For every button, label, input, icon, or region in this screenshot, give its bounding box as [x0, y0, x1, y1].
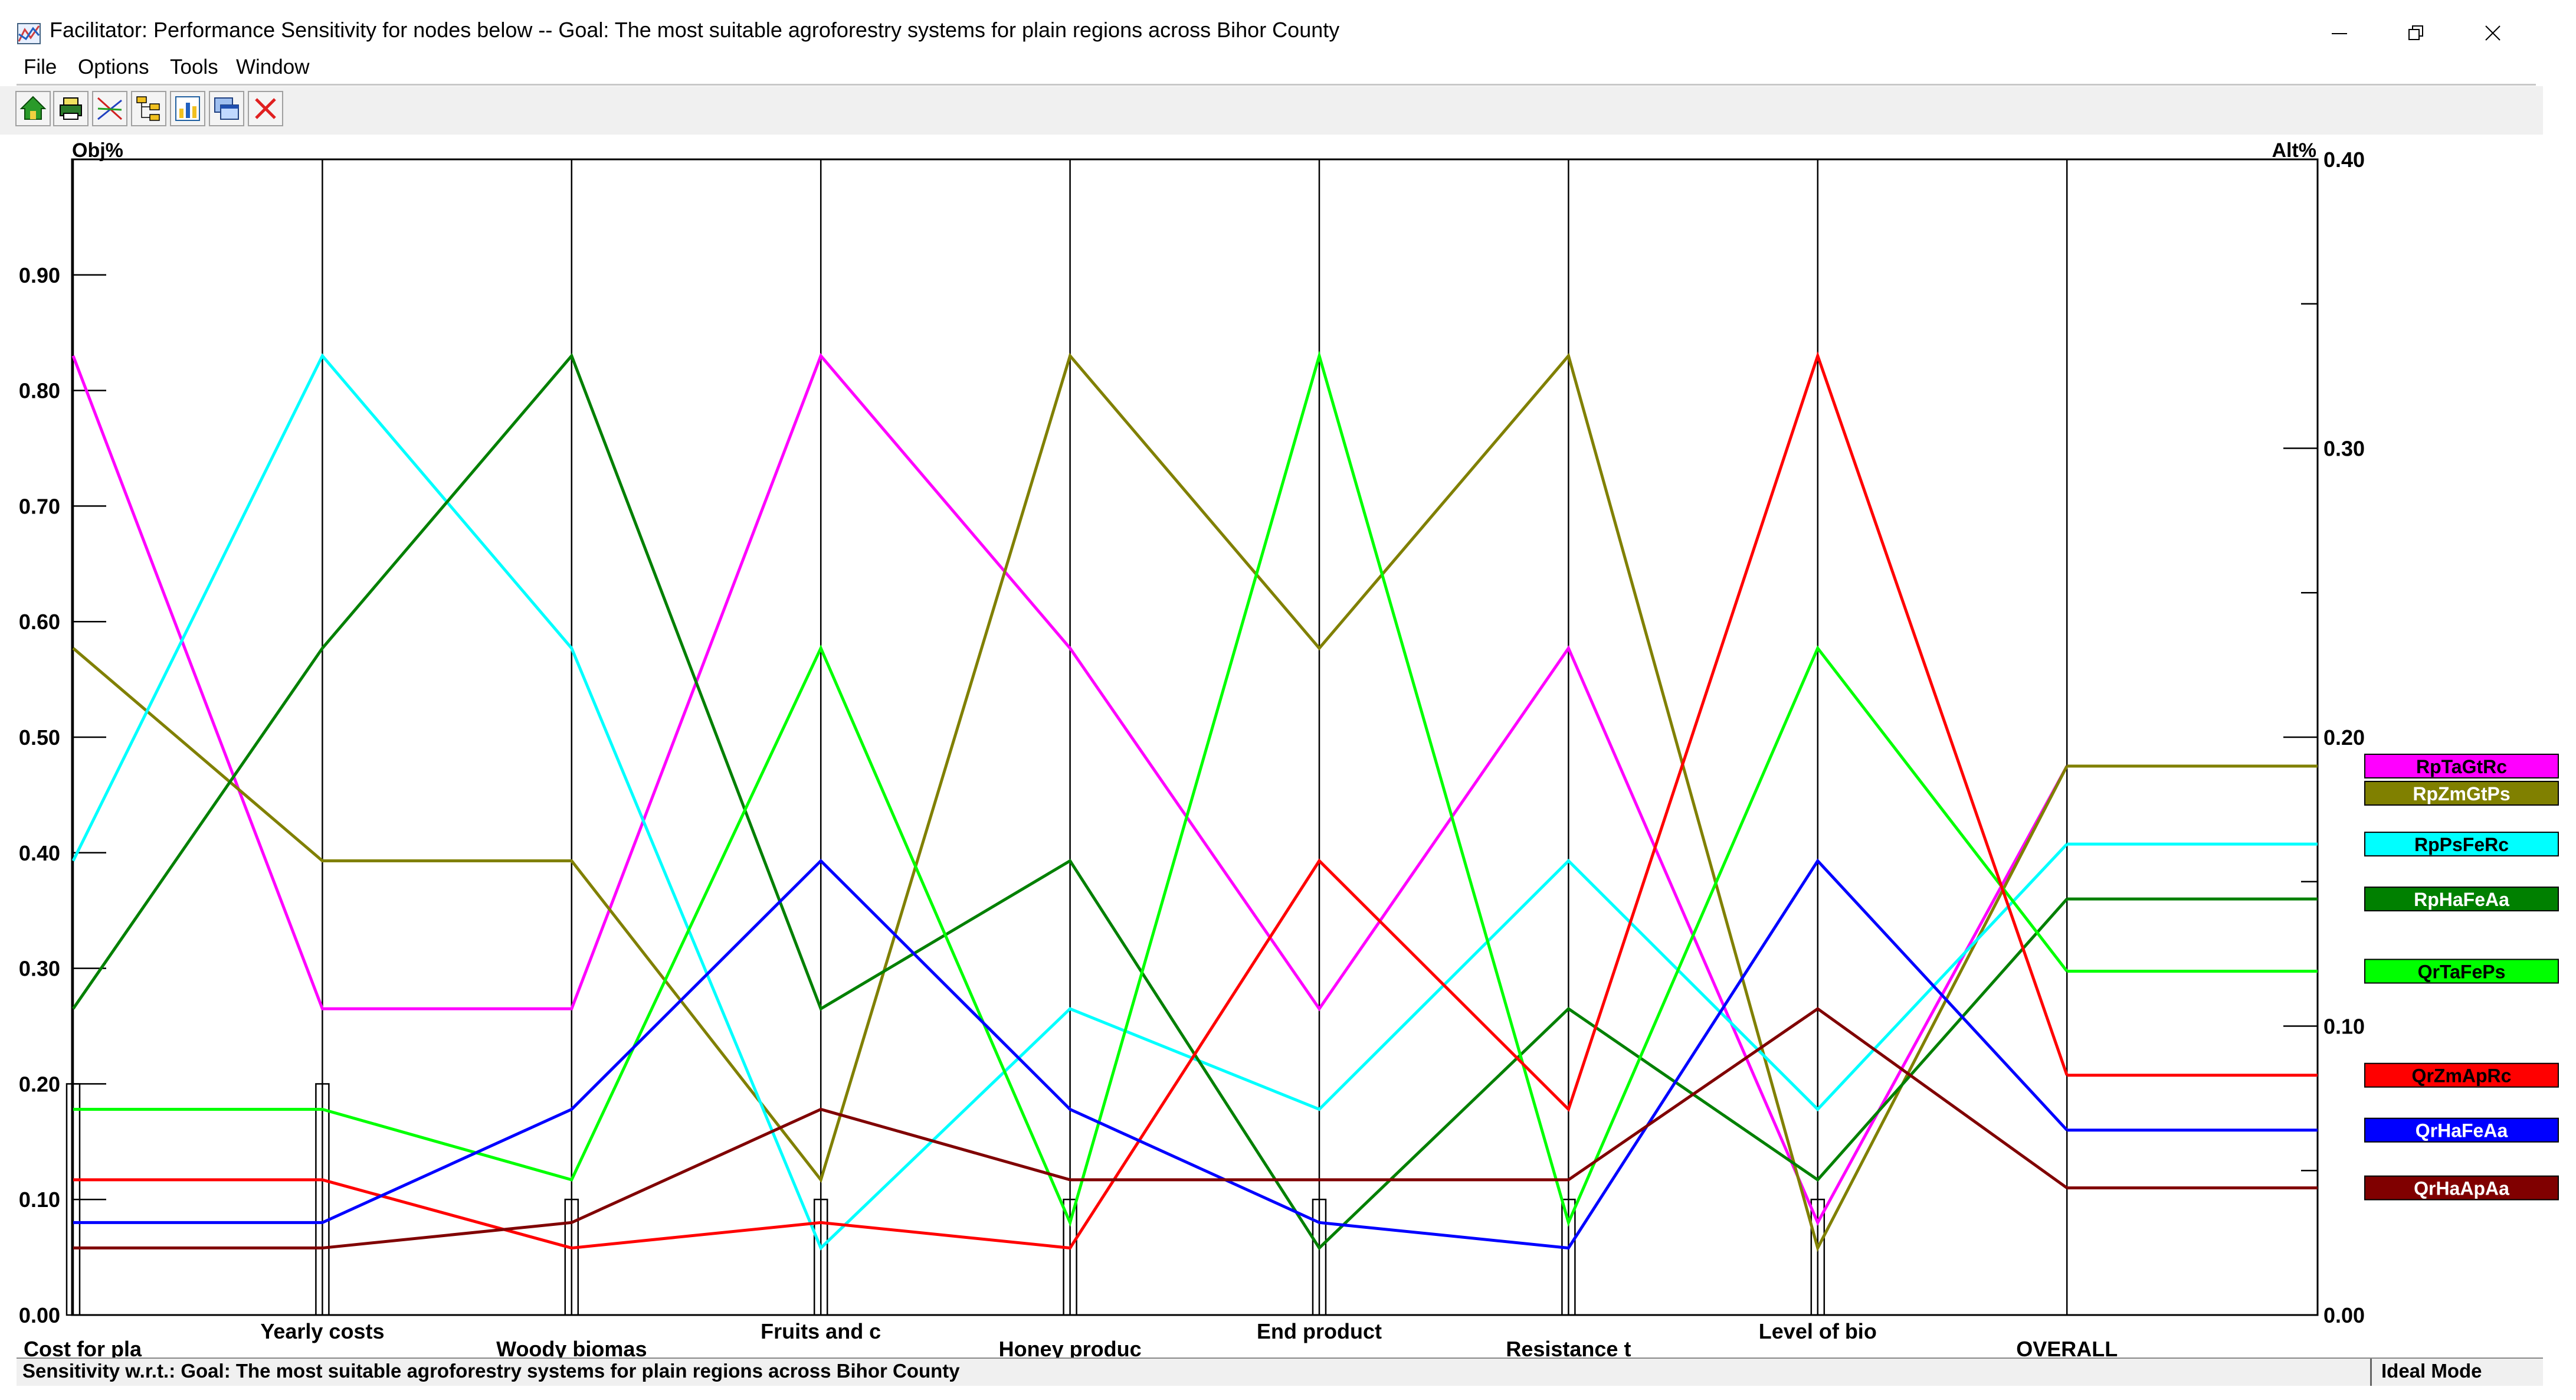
series-line — [71, 353, 2069, 1226]
left-tick-label: 0.20 — [19, 1072, 60, 1096]
series-line — [73, 351, 2069, 1250]
app-icon — [17, 23, 41, 44]
criterion-priority-bar — [315, 1083, 330, 1316]
legend-swatch — [2364, 753, 2559, 778]
series-line — [71, 353, 2069, 1251]
window-title: Facilitator: Performance Sensitivity for… — [50, 18, 1340, 42]
left-tick-label: 0.60 — [19, 610, 60, 634]
criterion-label: Cost for pla — [24, 1337, 142, 1358]
left-tick-label: 0.00 — [19, 1303, 60, 1327]
legend-swatch — [2364, 1175, 2559, 1201]
close-window-button[interactable] — [248, 91, 283, 126]
print-button[interactable] — [53, 91, 89, 126]
status-bar: Sensitivity w.r.t.: Goal: The most suita… — [17, 1358, 2543, 1386]
close-button[interactable] — [2466, 13, 2519, 53]
legend-label: RpTaGtRc — [2416, 756, 2507, 777]
legend-swatch — [2364, 959, 2559, 984]
menu-options[interactable]: Options — [78, 55, 149, 78]
restore-button[interactable] — [2390, 13, 2443, 53]
criterion-label: Woody biomas — [496, 1337, 647, 1358]
menu-bar: File Options Tools Window — [0, 51, 2543, 85]
legend-swatch — [2364, 887, 2559, 912]
legend-swatch — [2364, 780, 2559, 806]
chart-labels: 0.00 0.10 0.20 0.30 0.40 0.50 0.60 0.70 0.80 0.90… — [19, 139, 2365, 1358]
legend-label: RpPsFeRc — [2414, 834, 2509, 855]
menu-separator — [17, 84, 2536, 86]
mode-label: Ideal Mode — [2381, 1360, 2482, 1382]
left-tick-label: 0.90 — [19, 263, 60, 287]
status-mode: Ideal Mode — [2370, 1359, 2543, 1386]
chart-grid — [71, 158, 2319, 1316]
legend-label: QrHaFeAa — [2416, 1120, 2508, 1141]
legend-label: RpZmGtPs — [2413, 783, 2510, 804]
close-x-icon — [255, 98, 276, 119]
left-axis-title: Obj% — [72, 139, 123, 162]
chart-button[interactable] — [170, 91, 205, 126]
tree-icon — [136, 96, 160, 121]
series-line — [73, 1007, 2068, 1249]
criterion-priority-bar — [1063, 1198, 1077, 1316]
legend: RpTaGtRc RpZmGtPs RpPsFeRc RpHaFeAa QrTaFePs… — [2364, 753, 2559, 1201]
criterion-label: Resistance t — [1506, 1337, 1631, 1358]
sensitivity-button[interactable] — [92, 91, 127, 126]
tree-button[interactable] — [131, 91, 166, 126]
criterion-label: Fruits and c — [761, 1319, 881, 1343]
series-line — [73, 350, 2069, 1227]
legend-label: QrHaApAa — [2414, 1178, 2509, 1199]
sensitivity-chart: 0.00 0.10 0.20 0.30 0.40 0.50 0.60 0.70 0.80 0.90… — [19, 139, 2559, 1358]
status-text: Sensitivity w.r.t.: Goal: The most suita… — [22, 1360, 960, 1382]
plot-frame — [71, 158, 2319, 1316]
menu-file[interactable]: File — [24, 55, 57, 78]
restore-icon — [2408, 25, 2423, 40]
overall-label: OVERALL — [2016, 1337, 2118, 1358]
criterion-priority-bar — [813, 1198, 828, 1316]
left-tick-label: 0.40 — [19, 841, 60, 865]
right-tick-label: 0.10 — [2323, 1015, 2365, 1039]
series-line — [73, 858, 2069, 1250]
series-lines — [71, 350, 2318, 1252]
right-tick-label: 0.00 — [2323, 1303, 2365, 1327]
legend-label: QrTaFePs — [2418, 961, 2506, 982]
criterion-priority-bar — [65, 1083, 81, 1316]
right-tick-label: 0.30 — [2323, 437, 2365, 461]
windows-button[interactable] — [209, 91, 244, 126]
minimize-icon — [2332, 33, 2347, 34]
home-button[interactable] — [15, 91, 51, 126]
toolbar — [0, 86, 2543, 135]
right-tick-label: 0.40 — [2323, 148, 2365, 172]
legend-label: RpHaFeAa — [2414, 889, 2509, 910]
left-tick-label: 0.50 — [19, 725, 60, 750]
criterion-label: Yearly costs — [260, 1319, 384, 1343]
legend-swatch — [2364, 832, 2559, 857]
legend-swatch — [2364, 1062, 2559, 1088]
print-icon — [60, 97, 82, 120]
home-icon — [19, 96, 47, 120]
right-tick-label: 0.20 — [2323, 725, 2365, 750]
criterion-label: Honey produc — [999, 1337, 1142, 1358]
criterion-label: Level of bio — [1759, 1319, 1877, 1343]
right-axis-title: Alt% — [2272, 139, 2316, 162]
series-line — [71, 353, 2069, 1251]
windows-icon — [214, 97, 239, 120]
priority-bars — [65, 1083, 1826, 1316]
legend-label: QrZmApRc — [2412, 1065, 2512, 1087]
left-tick-label: 0.70 — [19, 494, 60, 518]
chart-icon — [175, 96, 200, 121]
left-tick-label: 0.80 — [19, 379, 60, 403]
criterion-priority-bar — [1561, 1198, 1576, 1316]
series-line — [72, 352, 2069, 1252]
left-tick-label: 0.10 — [19, 1188, 60, 1212]
legend-swatch — [2364, 1117, 2559, 1143]
minimize-button[interactable] — [2313, 13, 2366, 53]
criterion-priority-bar — [1312, 1198, 1327, 1316]
menu-tools[interactable]: Tools — [170, 55, 218, 78]
sensitivity-icon — [97, 97, 123, 120]
criterion-priority-bar — [564, 1198, 579, 1316]
left-tick-label: 0.30 — [19, 957, 60, 981]
criterion-label: End product — [1257, 1319, 1382, 1343]
close-icon — [2485, 25, 2500, 41]
title-bar: Facilitator: Performance Sensitivity for… — [0, 0, 2576, 66]
criterion-priority-bar — [1810, 1198, 1826, 1316]
menu-window[interactable]: Window — [236, 55, 310, 78]
